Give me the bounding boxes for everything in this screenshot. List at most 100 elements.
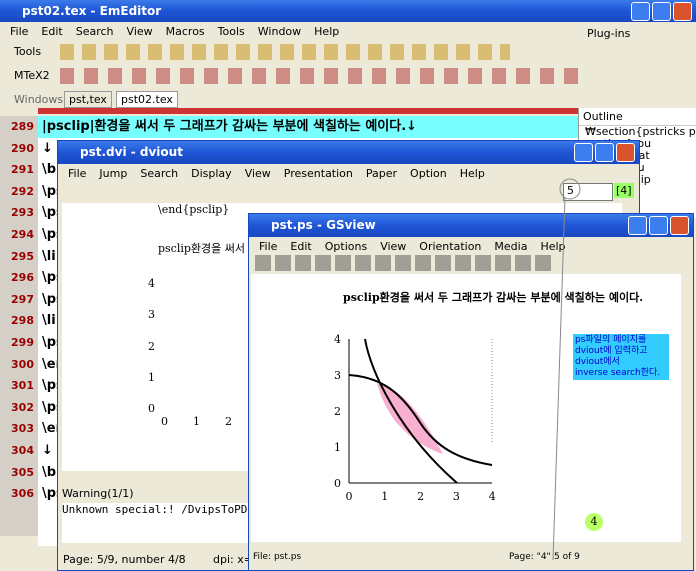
menu-item[interactable]: Edit xyxy=(290,240,312,253)
menu-item[interactable]: File xyxy=(10,25,29,38)
window-title: pst02.tex - EmEditor xyxy=(22,4,162,18)
line-numbers: 289 290 291 292 293 294 295 296 297 298 299 300 301 3… xyxy=(0,116,38,536)
menu-bar: File Jump Search Display View Presentation Pap… xyxy=(58,164,639,182)
menu-item[interactable]: View xyxy=(244,167,271,180)
warning-title: Warning(1/1) xyxy=(62,487,134,500)
menu-item[interactable]: Media xyxy=(494,240,528,253)
window-title: pst.dvi - dviout xyxy=(80,145,183,159)
tick-label: 4 xyxy=(489,490,496,503)
line-number: 302 xyxy=(11,400,34,414)
line-number: 299 xyxy=(11,335,34,349)
line-number: 294 xyxy=(11,227,34,241)
axis-label: 3 xyxy=(148,308,155,322)
axis-label: 0 xyxy=(161,415,168,428)
axis-label: 4 xyxy=(148,277,155,290)
menu-bar: File Edit Options View Orientation Media Help xyxy=(249,237,693,254)
menu-item[interactable]: File xyxy=(259,240,278,253)
menu-bar: File Edit Search View Macros Tools Window Help xyxy=(0,22,339,42)
dvi-text: psclip환경을 써서 xyxy=(158,242,246,255)
line-number: 297 xyxy=(11,292,34,306)
line-number: 295 xyxy=(11,249,34,263)
menu-item[interactable]: Help xyxy=(540,240,566,253)
toolbar-label: MTeX2 xyxy=(14,69,50,82)
menu-item[interactable]: Macros xyxy=(165,25,205,38)
menu-item[interactable]: Help xyxy=(459,167,485,180)
page-input[interactable]: 5 xyxy=(563,183,613,201)
menu-item[interactable]: Window xyxy=(257,25,302,38)
tab[interactable]: pst02.tex xyxy=(116,91,178,108)
title-bar: pst.ps - GSview xyxy=(249,214,693,237)
tick-label: 2 xyxy=(334,405,341,418)
menu-item[interactable]: View xyxy=(380,240,407,253)
note-line: dviout에서 xyxy=(575,357,620,367)
outline-item[interactable]: ₩section{pstricks p xyxy=(585,125,696,138)
warning-text: Unknown special:! /DvipsToPDF { 7 xyxy=(62,503,252,543)
line-number: 301 xyxy=(11,379,34,393)
status: 5 of 9 xyxy=(554,552,580,562)
code-line: |psclip|환경을 써서 두 그래프가 감싸는 부분에 색칠하는 예이다.↓ xyxy=(38,116,578,138)
curve xyxy=(364,338,458,484)
menu-item[interactable]: Search xyxy=(140,167,179,180)
axis-label: 2 xyxy=(148,339,155,353)
menu-item[interactable]: Jump xyxy=(99,167,128,180)
status: Page: 5/9, number 4/8 xyxy=(63,553,186,566)
code-line: ↓ xyxy=(42,442,53,458)
tick-label: 0 xyxy=(334,477,341,490)
toolbar-icons xyxy=(60,44,510,60)
tick-label: 1 xyxy=(334,441,341,454)
axis-label: 0 xyxy=(148,402,155,416)
line-number: 291 xyxy=(11,163,34,177)
menu-item[interactable]: Presentation xyxy=(283,167,353,180)
code-line: \er xyxy=(42,421,62,437)
code-line: \li xyxy=(42,248,56,264)
tick-label: 3 xyxy=(334,369,341,382)
menu-item[interactable]: Orientation xyxy=(419,240,482,253)
toolbar-label: Plug-ins xyxy=(587,27,631,40)
status: Page: "4" xyxy=(509,552,551,562)
tick-label: 0 xyxy=(346,490,353,503)
menu-item[interactable]: Search xyxy=(75,25,114,38)
axis-label: 1 xyxy=(193,415,200,428)
menu-item[interactable]: Display xyxy=(191,167,232,180)
menu-item[interactable]: Options xyxy=(324,240,368,253)
menu-item[interactable]: Option xyxy=(410,167,447,180)
status: File: pst.ps xyxy=(253,552,302,562)
line-number: 289 xyxy=(11,120,34,133)
axis-label: 2 xyxy=(225,415,232,428)
line-number: 293 xyxy=(11,206,34,220)
line-number: 304 xyxy=(11,443,34,457)
menu-item[interactable]: Tools xyxy=(217,25,245,38)
marker: 4 xyxy=(585,513,603,531)
toolbar-icons xyxy=(255,255,555,271)
line-number: 298 xyxy=(11,314,34,328)
line-number: 306 xyxy=(11,487,34,501)
title-bar: pst.dvi - dviout xyxy=(58,141,639,164)
code-line: \er xyxy=(42,356,62,372)
tab[interactable]: pst,tex xyxy=(64,91,112,108)
menu-item[interactable]: Help xyxy=(314,25,340,38)
axis-label: 1 xyxy=(148,370,155,384)
menu-item[interactable]: Edit xyxy=(41,25,63,38)
window-title: pst.ps - GSview xyxy=(271,218,376,232)
gsview-window: pst.ps - GSview File Edit Options View Orien… xyxy=(248,213,694,571)
note-line: inverse search한다. xyxy=(575,368,661,378)
ps-page: psclip환경을 써서 두 그래프가 감싸는 부분에 색칠하는 예이다. 0 1… xyxy=(251,274,681,542)
line-number: 300 xyxy=(11,357,34,371)
menu-item[interactable]: View xyxy=(126,25,153,38)
page-marker: [4] xyxy=(614,183,634,198)
ruler xyxy=(38,108,578,114)
menu-item[interactable]: File xyxy=(68,167,87,180)
line-number: 292 xyxy=(11,184,34,198)
line-number: 303 xyxy=(11,422,34,436)
tick-label: 2 xyxy=(417,490,424,503)
tick-label: 3 xyxy=(453,490,460,503)
tick-label: 4 xyxy=(334,333,341,346)
code-line: \b xyxy=(42,464,57,480)
menu-item[interactable]: Paper xyxy=(365,167,398,180)
toolbar-icons xyxy=(60,68,580,84)
line-number: 305 xyxy=(11,465,34,479)
outline-title: Outline xyxy=(579,108,696,126)
title-bar: pst02.tex - EmEditor xyxy=(0,0,696,22)
plot: 0 1 2 3 4 0 1 2 3 4 xyxy=(334,333,496,503)
